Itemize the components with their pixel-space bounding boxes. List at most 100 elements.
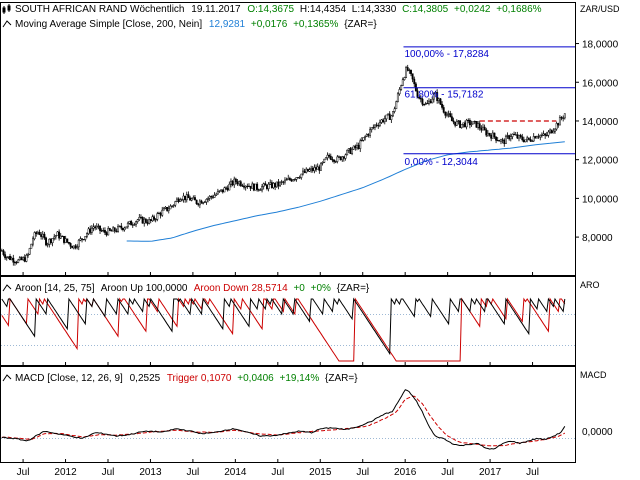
candle-body [205, 199, 208, 203]
candle-body [71, 245, 74, 249]
candle-body [166, 206, 169, 211]
candle-body [447, 113, 450, 115]
candle-body [498, 140, 501, 142]
candle-body [259, 189, 262, 191]
candle-body [130, 221, 133, 226]
candle-body [95, 226, 98, 229]
candle-body [275, 181, 278, 188]
candle-body [432, 93, 435, 100]
candle-body [84, 236, 87, 240]
y-tick-label: 8,0000 [582, 233, 613, 244]
candle-body [500, 139, 502, 142]
aroon-legend-icon [2, 284, 12, 292]
candle-body [223, 187, 226, 193]
candle-body [141, 216, 144, 224]
candle-body [117, 225, 119, 232]
candle-body [413, 78, 416, 85]
x-tick-label: Jul [102, 467, 115, 478]
candle-body [153, 216, 155, 220]
y-tick-label: 14,0000 [582, 117, 619, 128]
candle-body [552, 131, 555, 134]
candle-body [9, 256, 11, 260]
candle-body [405, 67, 408, 78]
aroon-down-label: Aroon Down 28,5714 [194, 283, 288, 294]
candle-body [372, 126, 375, 129]
candle-body [521, 136, 524, 141]
candle-body [112, 227, 115, 232]
candle-body [385, 114, 388, 120]
candle-body [40, 234, 43, 237]
candle-body [174, 201, 177, 206]
candle-body [491, 132, 494, 139]
candle-body [164, 206, 167, 209]
aroon-unit: {ZAR=} [337, 283, 370, 294]
candle-body [549, 129, 552, 133]
candle-body [400, 85, 403, 90]
candle-body [352, 145, 355, 150]
candle-body [475, 121, 478, 128]
candle-body [216, 191, 219, 195]
candle-body [135, 221, 137, 225]
candle-body [277, 181, 280, 187]
candle-body [449, 113, 452, 117]
candle-body [66, 238, 69, 243]
candle-body [146, 222, 149, 224]
candle-body [377, 125, 380, 127]
candle-body [17, 259, 20, 263]
candle-body [41, 233, 44, 237]
candle-body [177, 198, 180, 202]
candle-body [154, 219, 157, 221]
candle-body [138, 217, 141, 220]
candle-body [185, 194, 188, 201]
macd-change: +0,0406 [237, 373, 274, 384]
candle-body [187, 194, 190, 199]
candle-body [77, 239, 80, 248]
candle-body [149, 219, 152, 221]
candle-body [560, 117, 563, 119]
candle-body [308, 169, 311, 172]
candle-body [256, 183, 259, 190]
candle-body [333, 159, 336, 162]
candle-body [378, 122, 381, 126]
candle-body [10, 257, 13, 260]
candle-body [380, 119, 383, 123]
candle-body [103, 230, 106, 233]
candle-body [450, 116, 453, 122]
candle-body [244, 185, 247, 188]
header-close: C:14,3805 [402, 4, 449, 15]
candle-body [13, 261, 16, 264]
candle-body [272, 183, 275, 188]
candle-body [143, 218, 146, 224]
candle-body [395, 101, 398, 110]
candle-body [140, 216, 142, 218]
candle-body [239, 181, 242, 186]
candle-body [557, 123, 560, 126]
candle-body [110, 230, 113, 232]
candle-body [220, 189, 223, 192]
candle-body [429, 100, 432, 104]
candle-body [270, 182, 273, 188]
candle-body [539, 134, 542, 138]
candle-body [341, 156, 344, 161]
candle-body [468, 120, 471, 126]
macd-value: 0,2525 [130, 373, 161, 384]
candle-body [184, 195, 187, 201]
candle-body [416, 90, 419, 98]
candle-body [280, 181, 283, 183]
candle-body [524, 139, 527, 143]
moving-average-line [126, 141, 565, 242]
candle-body [346, 149, 349, 156]
candle-body [161, 209, 164, 216]
candle-body [89, 228, 92, 233]
axis-layer: 8,0000 10,0000 12,0000 14,0000 16,0000 18,000… [17, 40, 619, 478]
candle-body [69, 243, 72, 247]
candle-body [339, 156, 342, 161]
candle-body [513, 133, 516, 136]
candle-body [514, 134, 517, 136]
candle-body [120, 225, 123, 229]
candle-body [418, 97, 421, 99]
candle-body [428, 100, 430, 104]
candle-body [67, 241, 70, 244]
candle-body [369, 129, 372, 136]
candle-body [329, 155, 332, 160]
